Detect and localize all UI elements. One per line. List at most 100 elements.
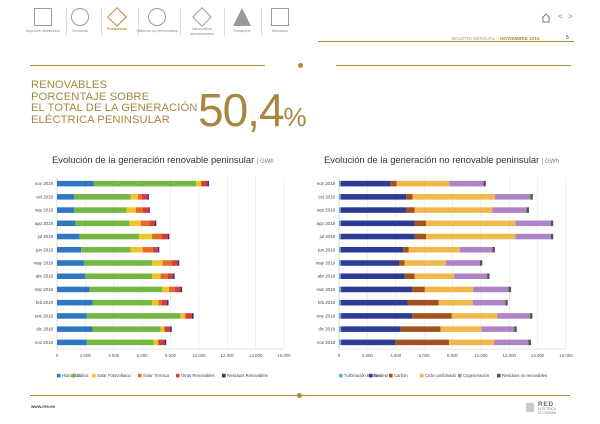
renewable-bar-segment <box>184 313 187 319</box>
non-renewable-bar-segment <box>481 326 515 332</box>
renewable-bar-segment <box>149 220 155 227</box>
company-logo: RED ELÉCTRICA DE ESPAÑA <box>526 401 570 417</box>
non-renewable-bar-segment <box>473 286 509 293</box>
renewable-bar-segment <box>207 180 210 187</box>
nav-item-international[interactable]: Intercambios internacionales <box>180 7 224 36</box>
renewable-category-label: nov 2019 <box>35 181 54 186</box>
renewable-bar-segment <box>177 260 180 266</box>
non-renewable-bar-segment <box>528 339 531 346</box>
non-renewable-x-tick-label: 12.000 <box>503 353 517 358</box>
renewable-bar-segment <box>164 326 171 332</box>
non-renewable-category-label: jun 2019 <box>317 247 335 252</box>
renewable-x-tick-label: 8.000 <box>165 353 177 358</box>
renewable-bar-segment <box>81 246 131 253</box>
renewable-category-label: ago 2019 <box>35 221 54 226</box>
footer-dot <box>297 393 302 398</box>
renewables-title-line: RENOVABLES <box>31 79 108 91</box>
renewable-category-label: mar 2019 <box>34 287 53 292</box>
renewable-bar-segment <box>85 273 153 280</box>
nav-item-non-peninsular[interactable]: Sistemas no peninsulares <box>135 8 179 34</box>
nav-item-markets[interactable]: Mercados <box>258 8 302 34</box>
nav-label: Producción <box>107 27 127 31</box>
non-renewable-legend-swatch <box>458 373 462 378</box>
nav-item-transmission[interactable]: Transporte <box>220 8 264 34</box>
non-renewable-legend-label: Carbón <box>394 373 408 378</box>
previous-page-icon[interactable]: < <box>558 12 563 21</box>
non-renewable-bar-segment <box>399 260 405 266</box>
non-renewable-x-tick-label: 6.000 <box>419 353 431 358</box>
nav-divider <box>138 8 139 36</box>
nav-label: Mercados <box>272 29 288 33</box>
non-renewable-bar-segment <box>340 207 406 213</box>
non-renewable-bar-segment <box>339 299 341 306</box>
nav-item-production[interactable]: Producción <box>95 7 139 32</box>
renewable-bar-segment <box>130 194 138 200</box>
non-renewable-bar-segment <box>505 299 508 306</box>
non-renewable-bar-segment <box>508 286 512 293</box>
renewable-bar-segment <box>86 313 181 319</box>
renewable-bar-segment <box>186 313 192 319</box>
non-renewable-bar-segment <box>550 220 554 227</box>
non-renewable-bar-segment <box>396 180 450 187</box>
non-renewable-category-label: nov 2019 <box>317 181 336 186</box>
renewable-bar-segment <box>167 273 174 280</box>
renewable-bar-segment <box>167 233 170 240</box>
renewable-x-tick-label: 12.000 <box>221 353 235 358</box>
markets-icon <box>271 8 289 26</box>
renewable-legend-label: Residuos Renovables <box>227 373 268 378</box>
non-renewable-bar-segment <box>492 207 527 213</box>
nav-divider <box>224 8 225 36</box>
nav-item-demand[interactable]: Demanda <box>58 8 102 34</box>
renewable-bar-segment <box>164 326 165 332</box>
next-page-icon[interactable]: > <box>568 12 573 21</box>
renewable-bar-segment <box>74 194 131 200</box>
non-renewable-category-label: may 2019 <box>316 261 336 266</box>
renewable-bar-segment <box>174 286 181 293</box>
renewable-bar-segment <box>139 233 153 240</box>
non-renewable-legend-label: Cogeneración <box>463 373 490 378</box>
non-renewable-bar-segment <box>412 194 495 200</box>
renewable-bar-segment <box>92 326 161 332</box>
non-renewable-bar-segment <box>340 220 415 227</box>
non-renewable-bar-segment <box>339 339 342 346</box>
non-renewable-x-tick-label: 14.000 <box>531 353 545 358</box>
home-icon[interactable] <box>541 13 551 23</box>
non-renewable-bar-segment <box>341 339 396 346</box>
renewable-bar-segment <box>141 194 148 200</box>
renewable-x-tick-label: 0 <box>56 353 59 358</box>
footer-url[interactable]: www.ree.es <box>31 404 55 409</box>
renewable-bar-segment <box>158 339 165 346</box>
renewable-category-label: ene 2019 <box>35 313 54 318</box>
section-divider <box>30 65 265 66</box>
renewable-legend-label: Otras Renovables <box>181 373 215 378</box>
renewable-bar-segment <box>170 326 172 332</box>
non-renewable-category-label: dic 2018 <box>318 327 335 332</box>
chart-title-text: Evolución de la generación no renovable … <box>324 154 540 165</box>
bulletin-header: BOLETÍN MENSUAL – NOVIEMBRE 2019 <box>452 36 539 41</box>
renewable-bar-segment <box>126 207 136 213</box>
renewable-bar-segment <box>57 180 94 187</box>
renewable-bar-segment <box>79 233 140 240</box>
non-renewable-x-tick-label: 2.000 <box>362 353 374 358</box>
nav-item-highlights[interactable]: Aspectos destacados <box>21 8 65 34</box>
renewable-bar-segment <box>173 273 175 280</box>
renewable-category-label: oct 2019 <box>36 194 53 199</box>
nav-divider <box>261 8 262 36</box>
renewables-title-line: PORCENTAJE SOBRE <box>31 90 150 103</box>
nav-label: Demanda <box>72 29 88 33</box>
non-renewable-legend-label: Nuclear <box>374 373 389 378</box>
renewable-bar-segment <box>196 180 202 187</box>
renewable-bar-segment <box>148 207 150 213</box>
header-rule <box>318 41 574 42</box>
renewable-bar-segment <box>201 180 202 187</box>
demand-icon <box>71 8 89 26</box>
bulletin-month: NOVIEMBRE 2019 <box>500 36 540 41</box>
non-renewable-bar-segment <box>412 313 452 319</box>
chart-unit-text: GWh <box>545 159 559 165</box>
non-renewable-bar-segment <box>526 207 529 213</box>
chart-title-text: Evolución de la generación renovable pen… <box>52 154 255 165</box>
non-renewable-bar-segment <box>440 326 482 332</box>
non-renewable-legend-swatch <box>497 373 501 378</box>
renewable-category-label: jul 2019 <box>37 234 54 239</box>
